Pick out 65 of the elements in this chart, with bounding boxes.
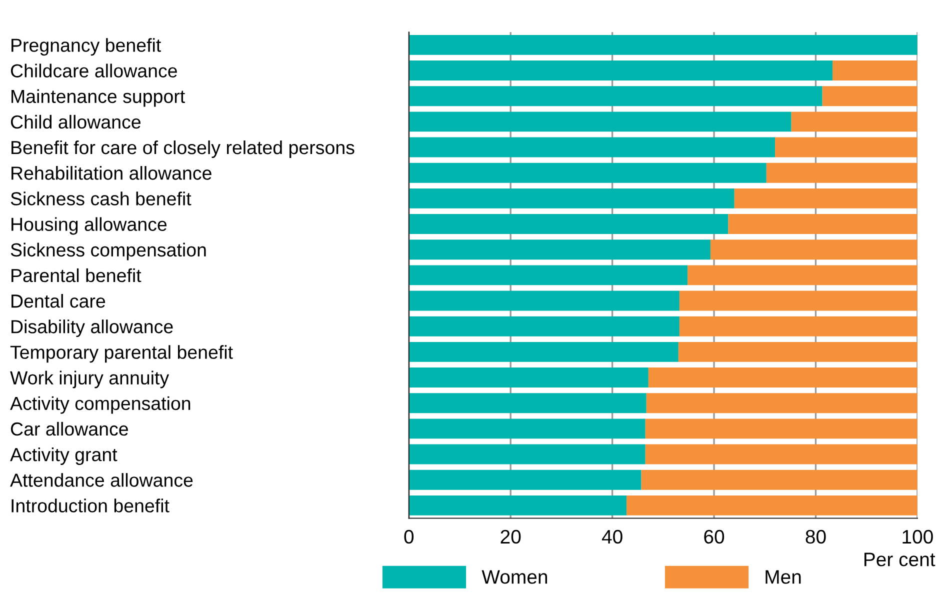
- bar: [645, 418, 918, 439]
- x-tick-label: 20: [500, 530, 521, 544]
- y-tick-label: Child allowance: [10, 114, 140, 129]
- bar: [408, 86, 822, 106]
- bar: [408, 137, 776, 158]
- bar: [678, 342, 918, 362]
- bar: [688, 265, 918, 286]
- bar: [408, 495, 627, 516]
- y-tick-label: Activity compensation: [10, 396, 190, 414]
- bar: [645, 444, 918, 464]
- bar: [408, 418, 646, 439]
- legend-label: Men: [766, 570, 801, 584]
- bar: [648, 368, 918, 388]
- y-tick-label: Introduction benefit: [12, 498, 170, 512]
- bar: [408, 112, 792, 132]
- bar: [408, 368, 648, 388]
- y-tick-label: Activity grant: [10, 447, 118, 465]
- x-tick-label: 40: [602, 530, 622, 544]
- y-tick-label: Car allowance: [10, 422, 128, 436]
- bar: [679, 316, 918, 336]
- y-tick-label: Sickness cash benefit: [10, 192, 192, 206]
- bar: [626, 495, 918, 516]
- bar: [408, 290, 680, 311]
- y-tick-label: Maintenance support: [12, 89, 185, 107]
- bar: [408, 470, 642, 490]
- bar: [408, 393, 646, 414]
- bar: [408, 60, 833, 80]
- x-tick-label: 0: [404, 530, 414, 544]
- bar: [728, 214, 918, 234]
- y-tick-label: Rehabilitation allowance: [12, 166, 212, 180]
- y-tick-label: Childcare allowance: [10, 64, 177, 78]
- bar: [832, 60, 918, 80]
- bar: [408, 265, 688, 286]
- x-tick-label: 80: [806, 530, 826, 544]
- bar: [408, 342, 678, 362]
- bar: [679, 290, 918, 311]
- bar: [766, 162, 918, 183]
- bar: [791, 112, 918, 132]
- bar: [641, 470, 918, 490]
- legend-label: Women: [482, 570, 548, 584]
- x-tick-label: 100: [902, 530, 933, 544]
- y-tick-label: Benefit for care of closely related persons: [12, 140, 354, 158]
- bar: [646, 393, 918, 414]
- bar: [408, 162, 766, 183]
- y-tick-label: Disability allowance: [12, 320, 173, 338]
- bar: [710, 240, 918, 260]
- y-tick-label: Dental care: [12, 294, 106, 308]
- bar: [408, 444, 646, 464]
- bar: [408, 316, 680, 336]
- bar: [408, 34, 918, 55]
- bar: [408, 188, 734, 208]
- bar: [775, 137, 918, 158]
- x-tick-label: 60: [704, 530, 724, 544]
- bar: [408, 240, 710, 260]
- y-tick-label: Temporary parental benefit: [10, 345, 233, 363]
- y-tick-label: Parental benefit: [12, 268, 142, 282]
- bar: [734, 188, 918, 208]
- bar: [408, 214, 728, 234]
- bar: [822, 86, 918, 106]
- y-tick-label: Pregnancy benefit: [12, 38, 162, 56]
- y-tick-label: Attendance allowance: [10, 473, 193, 487]
- y-tick-label: Work injury annuity: [10, 370, 170, 388]
- y-tick-label: Housing allowance: [12, 217, 167, 235]
- y-tick-label: Sickness compensation: [10, 242, 206, 260]
- x-axis-title: Per cent: [864, 552, 936, 566]
